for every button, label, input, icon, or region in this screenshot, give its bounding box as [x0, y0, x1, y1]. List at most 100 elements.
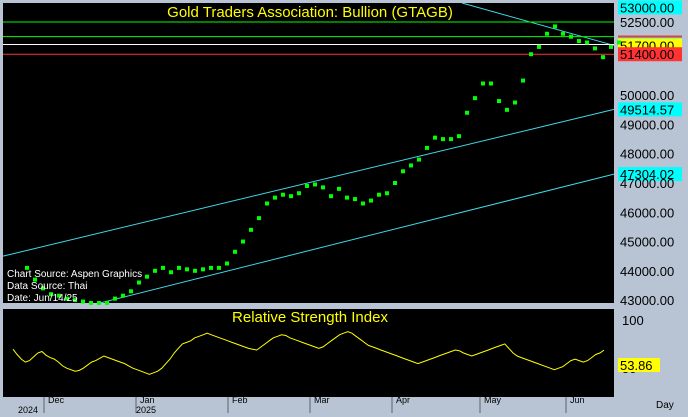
price-label-bg-7 — [618, 102, 682, 117]
price-marker — [121, 293, 125, 298]
price-marker — [393, 181, 397, 185]
price-marker — [33, 277, 37, 282]
price-marker — [401, 169, 405, 174]
source-line-2: Date: Jun/14/25 — [7, 293, 78, 304]
price-marker — [425, 145, 429, 150]
price-tick-label: 51400.00 — [620, 47, 674, 62]
price-marker — [481, 81, 485, 86]
price-marker — [105, 301, 109, 305]
price-marker — [529, 52, 533, 57]
source-line-1: Data Source: Thai — [7, 281, 87, 292]
price-marker — [585, 40, 589, 45]
price-marker — [457, 134, 461, 139]
x-tick-label: Jun — [570, 395, 585, 405]
price-tick-label: 44000.00 — [620, 264, 674, 279]
price-marker — [209, 265, 213, 270]
price-marker — [201, 267, 205, 272]
price-marker — [449, 137, 453, 142]
rsi-last-value-bg — [618, 358, 660, 372]
price-marker — [193, 268, 197, 273]
price-marker — [305, 183, 309, 188]
x-axis-strip — [0, 399, 688, 417]
price-marker — [25, 265, 29, 270]
price-tick-label: 52500.00 — [620, 15, 674, 30]
price-marker — [217, 265, 221, 270]
price-tick-label: 53000.00 — [620, 0, 674, 15]
rsi-panel — [3, 309, 614, 397]
price-marker — [65, 296, 69, 301]
price-marker — [465, 110, 469, 115]
price-marker — [145, 274, 149, 279]
price-label-bg-5 — [618, 47, 682, 62]
price-marker — [369, 198, 373, 203]
price-marker — [329, 194, 333, 199]
price-marker — [569, 34, 573, 39]
price-tick-label: 43000.00 — [620, 293, 674, 308]
price-marker — [593, 46, 597, 51]
price-marker — [441, 137, 445, 142]
price-marker — [257, 216, 261, 221]
price-marker — [49, 292, 53, 297]
unit-label: Day — [656, 400, 674, 411]
price-tick-label: 47000.00 — [620, 176, 674, 191]
price-marker — [561, 31, 565, 36]
price-marker — [321, 185, 325, 190]
rsi-title: Relative Strength Index — [232, 309, 388, 326]
price-marker — [153, 268, 157, 273]
price-marker — [353, 197, 357, 202]
price-marker — [73, 298, 77, 303]
price-marker — [521, 78, 525, 83]
price-marker — [273, 195, 277, 200]
price-marker — [161, 265, 165, 270]
x-tick-label: Mar — [314, 395, 330, 405]
price-marker — [409, 163, 413, 168]
price-marker — [289, 194, 293, 199]
price-marker — [345, 195, 349, 200]
price-marker — [113, 296, 117, 301]
price-marker — [577, 39, 581, 44]
year-label: 2024 — [18, 405, 38, 415]
price-marker — [41, 286, 45, 291]
price-marker — [241, 239, 245, 244]
price-marker — [513, 100, 517, 105]
price-tick-label: 50000.00 — [620, 88, 674, 103]
price-marker — [169, 270, 173, 275]
price-tick-label: 45000.00 — [620, 235, 674, 250]
price-marker — [225, 261, 229, 266]
price-marker — [433, 135, 437, 140]
price-marker — [81, 299, 85, 304]
price-marker — [249, 227, 253, 232]
rsi-last-value: 53.86 — [620, 358, 653, 373]
x-tick-label: Dec — [48, 395, 65, 405]
x-tick-label: Apr — [396, 395, 410, 405]
price-marker — [185, 267, 189, 272]
price-marker — [177, 265, 181, 270]
price-marker — [377, 192, 381, 197]
price-tick-label: 49514.57 — [620, 102, 674, 117]
price-marker — [297, 191, 301, 196]
price-marker — [417, 157, 421, 162]
price-marker — [505, 107, 509, 112]
price-marker — [265, 201, 269, 206]
trend-channel-lower — [99, 173, 615, 304]
price-marker — [609, 44, 613, 49]
trend-channel-upper — [2, 108, 615, 257]
chart-title: Gold Traders Association: Bullion (GTAGB… — [167, 4, 453, 21]
price-marker — [617, 40, 621, 45]
price-label-bg-0 — [618, 0, 682, 15]
price-marker — [281, 192, 285, 197]
price-marker — [129, 289, 133, 294]
price-marker — [497, 99, 501, 104]
price-tick-label: 47304.02 — [620, 167, 674, 182]
price-marker — [233, 249, 237, 254]
price-label-bg-10 — [618, 167, 682, 182]
x-tick-label: May — [484, 395, 502, 405]
trend-line-down — [461, 2, 615, 46]
price-marker — [97, 301, 101, 305]
price-marker — [553, 24, 557, 29]
price-marker — [473, 96, 477, 101]
price-marker — [545, 31, 549, 36]
price-marker — [601, 55, 605, 60]
x-tick-label: Feb — [232, 395, 248, 405]
